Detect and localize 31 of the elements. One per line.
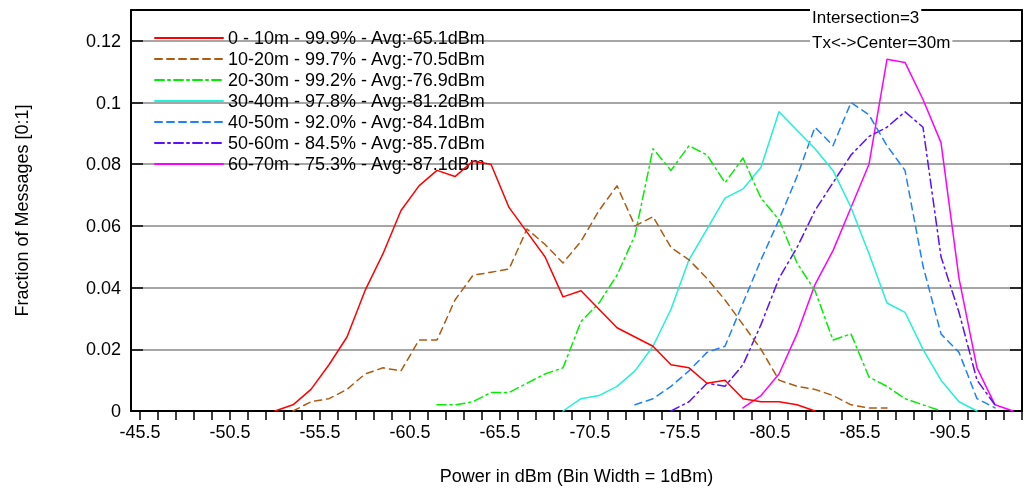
legend-label: 10-20m - 99.7% - Avg:-70.5dBm [228,49,485,69]
y-tick-label: 0.06 [85,215,121,236]
legend-label: 0 - 10m - 99.9% - Avg:-65.1dBm [228,28,485,48]
legend-label: 40-50m - 92.0% - Avg:-84.1dBm [228,112,485,132]
annotation: Intersection=3 [812,8,920,27]
x-tick-label: -80.5 [749,422,791,442]
legend-label: 20-30m - 99.2% - Avg:-76.9dBm [228,70,485,90]
x-tick-label: -45.5 [119,422,161,442]
legend-label: 50-60m - 84.5% - Avg:-85.7dBm [228,133,485,153]
x-tick-label: -70.5 [569,422,611,442]
y-tick-label: 0.04 [85,277,121,298]
x-tick-label: -90.5 [929,422,971,442]
y-tick-label: 0.1 [95,92,121,113]
annotation: Tx<->Center=30m [812,33,951,52]
x-tick-label: -65.5 [479,422,521,442]
y-tick-label: 0 [110,401,121,421]
y-tick-label: 0.02 [85,339,121,360]
y-tick-label: 0.12 [85,30,121,51]
y-tick-label: 0.08 [85,154,121,175]
line-series [562,111,978,412]
x-tick-label: -85.5 [839,422,881,442]
x-tick-label: -50.5 [209,422,251,442]
x-tick-label: -75.5 [659,422,701,442]
y-axis-title: Fraction of Messages [0:1] [12,104,32,317]
x-tick-label: -55.5 [299,422,341,442]
legend-label: 60-70m - 75.3% - Avg:-87.1dBm [228,154,485,174]
legend-label: 30-40m - 97.8% - Avg:-81.2dBm [228,91,485,111]
line-series [742,58,1014,412]
line-series [292,185,888,412]
x-axis-title: Power in dBm (Bin Width = 1dBm) [439,466,714,486]
x-tick-label: -60.5 [389,422,431,442]
